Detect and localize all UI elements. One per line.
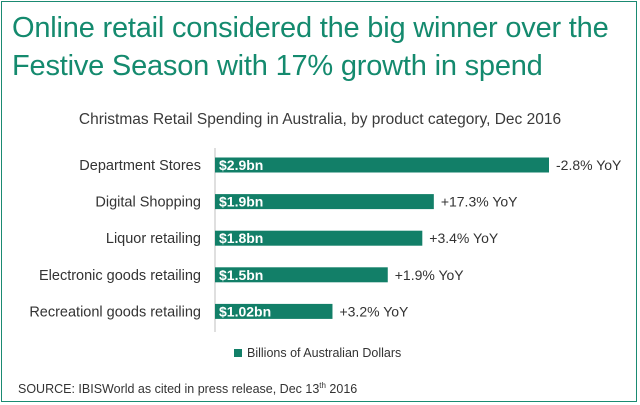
category-label: Liquor retailing <box>106 231 201 247</box>
source-text: SOURCE: IBISWorld as cited in press rele… <box>18 382 320 397</box>
headline: Online retail considered the big winner … <box>12 12 609 82</box>
bar-value-label: $1.9bn <box>219 194 263 210</box>
bar <box>215 157 549 173</box>
source-superscript: th <box>319 381 326 390</box>
legend-swatch <box>234 349 242 357</box>
bar <box>215 230 423 246</box>
yoy-annotation: +3.4% YoY <box>429 230 499 246</box>
bar-value-label: $1.5bn <box>219 267 263 283</box>
category-label: Recreationl goods retailing <box>29 304 201 320</box>
bar-value-label: $1.02bn <box>219 303 271 319</box>
yoy-annotation: -2.8% YoY <box>556 157 622 173</box>
category-label: Department Stores <box>79 158 201 174</box>
bar-value-label: $2.9bn <box>219 157 263 173</box>
legend: Billions of Australian Dollars <box>234 346 401 360</box>
category-label: Electronic goods retailing <box>39 268 201 284</box>
bar <box>215 303 333 319</box>
source-note: SOURCE: IBISWorld as cited in press rele… <box>18 381 357 396</box>
bar <box>215 267 388 283</box>
bar <box>215 194 434 210</box>
bar-value-label: $1.8bn <box>219 230 263 246</box>
yoy-annotation: +1.9% YoY <box>395 267 465 283</box>
chart-subtitle: Christmas Retail Spending in Australia, … <box>78 111 562 128</box>
category-label: Digital Shopping <box>95 195 201 211</box>
source-year: 2016 <box>325 382 358 397</box>
yoy-annotation: +17.3% YoY <box>441 194 518 210</box>
legend-label: Billions of Australian Dollars <box>247 346 402 360</box>
yoy-annotation: +3.2% YoY <box>339 303 409 319</box>
